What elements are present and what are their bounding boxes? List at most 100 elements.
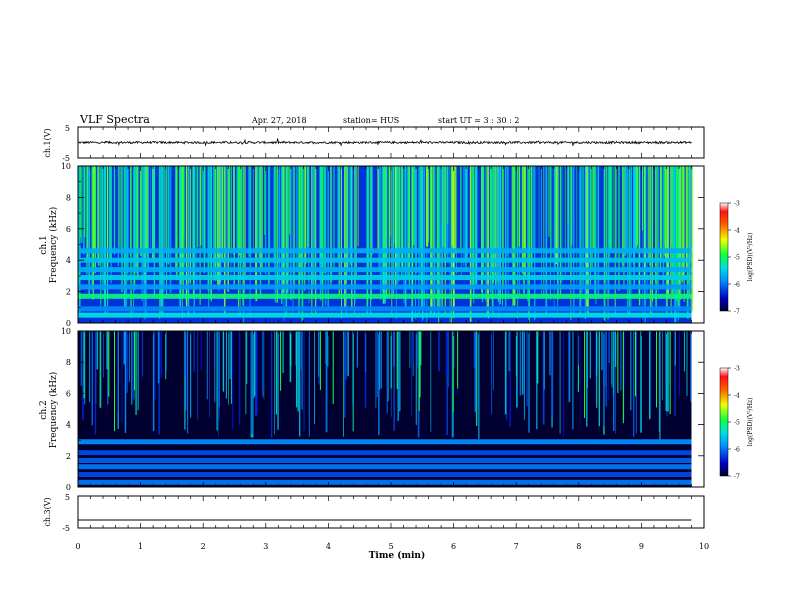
- ch2-spec-sferic: [607, 331, 609, 400]
- ch1-spec-sferic: [293, 166, 295, 299]
- ch2-spec-bright-sferic: [457, 331, 459, 389]
- ch2-spec-sferic: [506, 331, 508, 421]
- ch2-spec-sferic: [263, 331, 264, 393]
- ch1-spec-sferic: [282, 166, 284, 295]
- ch2-spec-sferic: [601, 331, 603, 371]
- ch1-spec-bright-sferic: [664, 166, 666, 246]
- ch1-spec-sferic: [445, 166, 447, 255]
- ch2-spec-sferic: [318, 331, 320, 377]
- ch1-spec-sferic: [248, 166, 250, 258]
- ch2-spec-sferic: [347, 331, 349, 377]
- ch1-spec-ytick-label: 2: [66, 288, 71, 297]
- x-tick-label: 4: [326, 542, 331, 551]
- ch1-spec-sferic: [626, 166, 628, 316]
- ch2-spec-sferic: [135, 331, 137, 416]
- ch1-spec-sferic: [396, 166, 398, 270]
- ch1-spec-sferic: [104, 166, 107, 316]
- ch2-spec-sferic: [274, 331, 275, 435]
- ch1-spec-sferic: [259, 166, 262, 298]
- ch1-spec-sferic: [404, 166, 407, 308]
- ch1-colorbar-label: log(PSD)(V²/Hz): [747, 233, 754, 282]
- ch1-spec-sferic: [523, 166, 525, 294]
- ch1-spec-sferic: [655, 166, 657, 307]
- ch1-spec-sferic: [244, 166, 246, 276]
- ch2-spec-sferic: [446, 331, 448, 436]
- x-tick-label: 8: [576, 542, 581, 551]
- ch1-spec-sferic: [576, 166, 578, 284]
- ch2-spec-sferic: [393, 331, 395, 431]
- ch2-spec-bright-sferic: [418, 331, 420, 412]
- ch1-spec-sferic: [126, 166, 128, 274]
- ch1-spec-sferic: [272, 166, 274, 264]
- ch2-spec-sferic: [218, 331, 220, 421]
- ch2-spec-bright-sferic: [584, 331, 586, 419]
- ch1-spec-sferic: [179, 166, 182, 292]
- ch1-colorbar-tick-label: -3: [734, 201, 740, 208]
- start-time-label: start UT = 3 : 30 : 2: [438, 116, 519, 125]
- ch1-spec-sferic: [423, 166, 425, 307]
- ch2-spec-sferic: [246, 331, 248, 385]
- ch2-spec-sferic: [678, 331, 680, 396]
- ch1-spec-sferic: [167, 166, 170, 265]
- ch2-spec-sferic: [598, 331, 601, 427]
- ch1-spec-sferic: [658, 166, 659, 293]
- ch1-spec-sferic: [642, 166, 644, 320]
- ch1-spec-sferic: [134, 166, 136, 270]
- ch2-spec-sferic: [270, 331, 273, 439]
- ch2-spec-sferic: [611, 331, 613, 388]
- ch1-spec-sferic: [592, 166, 594, 249]
- ch2-spec-sferic: [659, 331, 661, 440]
- ch2-spec-bright-sferic: [108, 331, 110, 397]
- ch1-spec-sferic: [425, 166, 428, 247]
- figure-title: VLF Spectra: [79, 113, 150, 126]
- ch1-spec-sferic: [351, 166, 353, 298]
- ch3-ytick-bottom: -5: [62, 524, 70, 533]
- ch2-spec-sferic: [409, 331, 411, 368]
- ch1-spec-sferic: [528, 166, 530, 323]
- ch1-spec-sferic: [371, 166, 374, 256]
- ch1-spec-sferic: [635, 166, 637, 248]
- ch2-spec-sferic: [562, 331, 565, 437]
- ch2-spec-sferic: [430, 331, 432, 432]
- ch1-spec-sferic: [294, 166, 296, 285]
- ch1-spec-sferic: [230, 166, 232, 281]
- ch2-spec-sferic: [261, 331, 263, 393]
- ch1-spec-sferic: [452, 166, 455, 323]
- ch3-waveform-panel: 5 -5 ch.3(V) 0 1 2 3 4 5 6 7 8 9 10 Time (min): [43, 493, 709, 561]
- ch1-spec-sferic: [161, 166, 164, 315]
- ch1-spec-sferic: [559, 166, 562, 296]
- ch1-spec-sferic: [482, 166, 485, 281]
- ch1-ylabel: ch.1(V): [43, 128, 52, 157]
- ch2-spec-sferic: [509, 331, 512, 427]
- ch1-spec-sferic: [289, 166, 292, 301]
- ch1-spec-sferic: [517, 166, 519, 319]
- ch1-spec-sferic: [464, 166, 466, 261]
- ch2-spec-sferic: [542, 331, 545, 425]
- ch2-spec-sferic: [327, 331, 329, 367]
- ch1-spec-ytick-label: 4: [66, 256, 71, 265]
- ch2-spec-bright-sferic: [114, 331, 116, 432]
- ch1-spec-bright-sferic: [228, 166, 230, 251]
- ch1-spec-sferic: [287, 166, 289, 293]
- ch1-spec-sferic: [451, 166, 454, 246]
- ch1-spec-sferic: [674, 166, 677, 322]
- ch2-spec-sferic: [589, 331, 591, 379]
- ch2-spec-band: [78, 472, 692, 478]
- ch1-colorbar-tick-label: -7: [734, 309, 740, 316]
- ch2-spec-sferic: [630, 331, 632, 411]
- ch1-spec-sferic: [433, 166, 434, 255]
- ch1-spec-sferic: [324, 166, 327, 306]
- ch1-spec-sferic: [78, 166, 80, 287]
- ch1-spec-sferic: [444, 166, 446, 315]
- ch1-spec-sferic: [567, 166, 570, 269]
- ch1-spec-sferic: [415, 166, 417, 274]
- ch1-spec-sferic: [175, 166, 177, 261]
- ch1-spec-sferic: [589, 166, 591, 248]
- ch1-spec-sferic: [153, 166, 155, 251]
- ch2-spec-sferic: [614, 331, 617, 368]
- ch2-spec-sferic: [82, 331, 84, 421]
- ch1-spec-sferic: [507, 166, 509, 300]
- ch1-spec-sferic: [378, 166, 380, 270]
- ch1-spec-sferic: [319, 166, 322, 261]
- ch1-spec-sferic: [670, 166, 673, 246]
